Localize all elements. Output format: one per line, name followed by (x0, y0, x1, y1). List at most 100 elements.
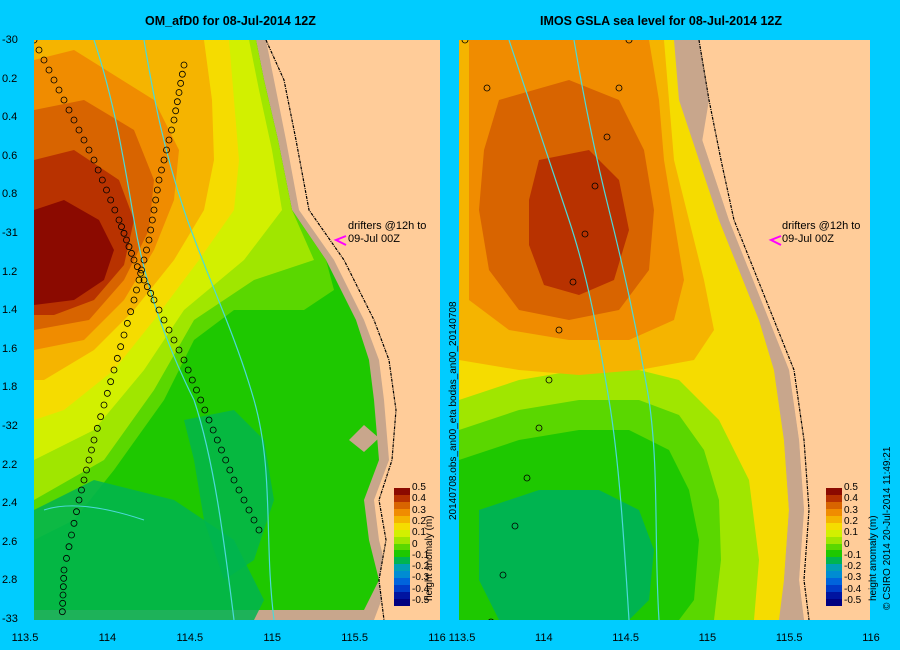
drifter-marker (59, 591, 67, 599)
colorbar-tick-label: 0.4 (412, 493, 426, 505)
y-tick-label: 1.4 (2, 304, 18, 317)
drifter-marker (625, 40, 633, 44)
x-tick-label: 115 (263, 632, 281, 644)
drifter-marker (555, 326, 563, 334)
drifter-marker (115, 216, 123, 224)
drifter-marker (205, 416, 213, 424)
x-tick-label: 115.5 (775, 632, 803, 644)
right-colorbar (826, 488, 842, 606)
colorbar-tick-label: 0.5 (412, 482, 426, 493)
drifter-marker (143, 283, 151, 291)
left-colorbar-title: height anomaly (m) (424, 515, 435, 601)
drifter-marker (184, 366, 192, 374)
y-tick-label: 2.6 (2, 535, 18, 548)
x-tick-label: 116 (862, 632, 880, 644)
colorbar-swatch (394, 494, 410, 502)
drifter-marker (155, 306, 163, 314)
drifter-marker (85, 146, 93, 154)
colorbar-tick-label: -0.2 (844, 561, 862, 573)
drifter-marker (180, 61, 188, 69)
left-drifter-note: drifters @12h to 09-Jul 00Z (348, 220, 427, 245)
colorbar-tick-label: 0.4 (844, 493, 858, 505)
y-tick-label: 0.4 (2, 111, 18, 124)
colorbar-swatch (394, 536, 410, 544)
drifter-marker (80, 476, 88, 484)
colorbar-swatch (394, 599, 410, 606)
drifter-marker (147, 226, 155, 234)
drifter-marker (103, 186, 110, 194)
right-colorbar-title: height anomaly (m) (868, 515, 879, 601)
drifter-marker (120, 331, 128, 339)
colorbar-swatch (826, 557, 842, 565)
drifter-marker (581, 230, 589, 238)
drifter-marker (83, 466, 90, 474)
colorbar-swatch (826, 494, 842, 502)
drifter-marker (172, 107, 180, 115)
drifter-marker (615, 84, 623, 92)
right-panel-title: IMOS GSLA sea level for 08-Jul-2014 12Z (540, 14, 782, 28)
drifter-marker (240, 496, 248, 504)
colorbar-swatch (826, 578, 842, 586)
drifter-marker (63, 554, 70, 562)
drifter-marker (250, 516, 258, 524)
drifter-marker (165, 326, 173, 334)
drifter-marker (73, 508, 80, 516)
drifter-marker (35, 46, 43, 54)
drifter-marker (193, 386, 200, 394)
colorbar-swatch (826, 522, 842, 530)
right-map (459, 40, 870, 620)
colorbar-tick-label: -0.5 (412, 595, 430, 606)
colorbar-swatch (394, 592, 410, 599)
drifter-marker (94, 166, 102, 174)
drifter-marker (117, 343, 125, 351)
x-tick-label: 114 (98, 632, 117, 644)
y-tick-label: 0.8 (2, 188, 18, 201)
colorbar-swatch (394, 557, 410, 565)
colorbar-swatch (826, 571, 842, 579)
x-tick-label: 116 (428, 632, 446, 644)
colorbar-tick-label: 0.2 (412, 515, 426, 527)
drifter-marker (100, 401, 108, 409)
left-panel-title: OM_afD0 for 08-Jul-2014 12Z (145, 14, 316, 28)
drifter-marker (45, 66, 53, 74)
colorbar-swatch (394, 585, 410, 593)
drifter-marker (235, 486, 243, 494)
colorbar-tick-label: 0.2 (844, 515, 858, 527)
colorbar-swatch (826, 550, 842, 558)
y-tick-label: -32 (2, 420, 18, 432)
colorbar-swatch (826, 508, 842, 516)
x-tick-label: 113.5 (448, 632, 476, 644)
drifter-marker (59, 583, 67, 591)
drifter-marker (173, 98, 181, 106)
drifter-marker (107, 378, 115, 386)
drifter-marker (255, 526, 263, 534)
drifter-marker (68, 531, 75, 539)
drifter-marker (55, 86, 63, 94)
drifter-marker (138, 266, 145, 274)
drifter-marker (78, 486, 85, 494)
x-tick-label: 115 (698, 632, 717, 644)
left-map-panel (34, 40, 440, 620)
drifter-marker (110, 366, 118, 374)
colorbar-swatch (394, 550, 410, 558)
drifter-marker (160, 316, 168, 324)
drifter-marker (118, 223, 125, 231)
drifter-marker (133, 263, 141, 271)
colorbar-tick-label: -0.2 (412, 561, 430, 573)
drifter-marker (98, 176, 106, 184)
colorbar-tick-label: -0.4 (412, 583, 430, 595)
drifter-marker (59, 599, 67, 607)
colorbar-swatch (394, 543, 410, 551)
drifter-marker (140, 256, 148, 264)
colorbar-tick-label: 0 (412, 538, 418, 550)
colorbar-tick-label: -0.1 (844, 549, 862, 561)
drifter-marker (40, 56, 48, 64)
x-tick-label: 114 (535, 632, 553, 644)
drifter-marker (168, 126, 175, 134)
drifter-marker (113, 354, 121, 362)
colorbar-tick-label: 0.3 (412, 504, 426, 516)
drifter-marker (213, 436, 221, 444)
drifter-marker (201, 406, 209, 414)
colorbar-swatch (826, 529, 842, 537)
colorbar-swatch (826, 564, 842, 572)
